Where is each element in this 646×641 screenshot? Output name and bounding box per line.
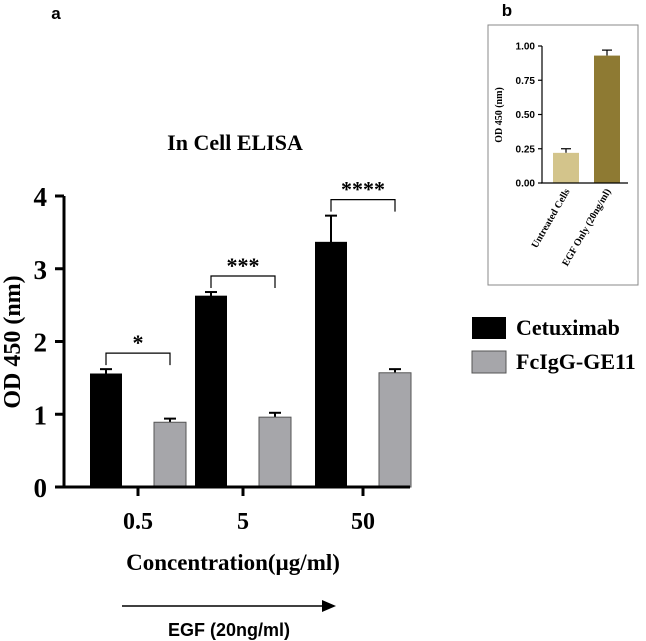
- chart-a-y-tick-label: 3: [34, 255, 48, 285]
- bar-cetuximab: [315, 241, 347, 487]
- chart-b: 0.00 0.25 0.50 0.75 1.00 Untreated CellsEGF …: [487, 24, 639, 286]
- significance-bracket: [210, 275, 276, 289]
- chart-a-x-tick-label: 5: [237, 509, 249, 535]
- chart-b-y-tick-label: 0.50: [516, 110, 536, 121]
- chart-b-y-tick-label: 1.00: [516, 42, 536, 53]
- bar-untreated: [553, 152, 579, 183]
- legend-label-fcigg: FcIgG-GE11: [516, 349, 636, 374]
- bar-fcigg: [378, 372, 412, 488]
- chart-a-x-ticks: 0.5 5 50: [123, 487, 375, 535]
- egf-arrow-head: [322, 600, 336, 612]
- bar-fcigg: [153, 421, 187, 488]
- legend: Cetuximab FcIgG-GE11: [471, 315, 636, 374]
- bar-cetuximab: [90, 373, 122, 487]
- significance-label: ****: [341, 177, 385, 202]
- chart-a-y-tick-label: 0: [34, 473, 48, 503]
- chart-b-y-tick-label: 0.75: [516, 76, 536, 87]
- significance-bracket: [105, 352, 171, 366]
- chart-a-y-tick-label: 1: [34, 400, 48, 430]
- legend-swatch-fcigg: [471, 350, 507, 374]
- egf-arrow: EGF (20ng/ml): [122, 600, 336, 640]
- legend-label-cetuximab: Cetuximab: [516, 315, 620, 340]
- chart-b-marks: [553, 49, 620, 184]
- chart-b-y-tick-label: 0.00: [516, 179, 536, 190]
- egf-arrow-label: EGF (20ng/ml): [168, 620, 290, 640]
- panel-label-b: b: [502, 1, 512, 20]
- chart-a-y-tick-label: 2: [34, 328, 48, 358]
- chart-b-y-tick-label: 0.25: [516, 144, 536, 155]
- significance-bracket: [330, 199, 396, 212]
- chart-b-x-tick-label: Untreated Cells: [530, 187, 573, 250]
- chart-a-y-label: OD 450 (nm): [0, 275, 26, 408]
- chart-a-y-ticks: 0 1 2 3 4: [34, 182, 64, 503]
- bar-cetuximab: [195, 295, 227, 487]
- bar-egf-only: [594, 55, 620, 184]
- legend-swatch-cetuximab: [472, 317, 506, 339]
- chart-a-marks: ********: [90, 177, 412, 488]
- significance-label: ***: [227, 253, 260, 278]
- chart-a-y-tick-label: 4: [34, 182, 48, 212]
- chart-b-y-label: OD 450 (nm): [494, 87, 505, 143]
- chart-b-y-ticks: 0.00 0.25 0.50 0.75 1.00: [516, 42, 542, 190]
- chart-a-title: In Cell ELISA: [167, 130, 303, 155]
- chart-a-x-label: Concentration(µg/ml): [126, 550, 340, 575]
- chart-a-x-tick-label: 0.5: [123, 509, 153, 535]
- bar-fcigg: [258, 416, 292, 488]
- significance-label: *: [133, 330, 144, 355]
- chart-b-frame: [487, 24, 639, 286]
- chart-a-x-tick-label: 50: [351, 509, 375, 535]
- panel-label-a: a: [51, 4, 61, 23]
